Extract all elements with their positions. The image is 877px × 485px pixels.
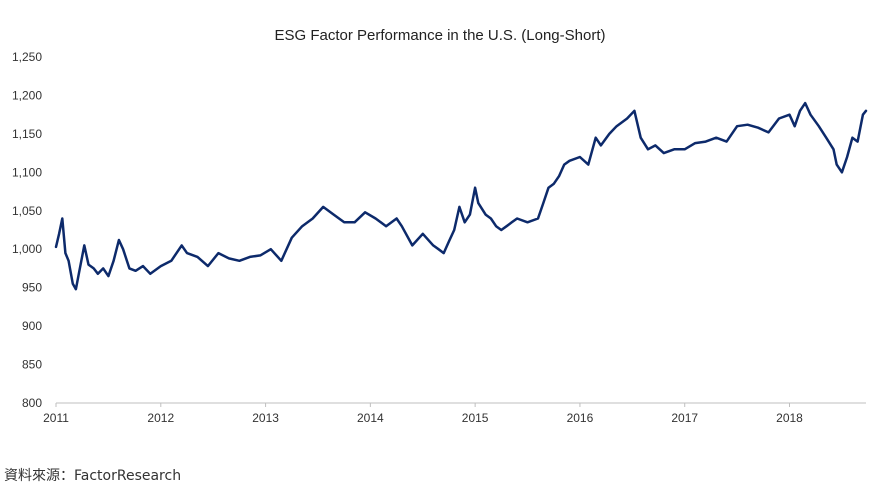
series-line	[54, 101, 868, 291]
x-tick-label: 2018	[776, 411, 803, 425]
x-tick-label: 2011	[43, 411, 69, 425]
y-axis-ticks: 800 850 900 950 1,000 1,050 1,100 1,150 1,200 1,2…	[12, 50, 42, 410]
y-tick-label: 950	[22, 281, 42, 295]
x-tick-label: 2015	[462, 411, 489, 425]
y-tick-label: 850	[22, 358, 42, 372]
y-tick-label: 1,250	[12, 50, 42, 64]
x-tick-label: 2014	[357, 411, 384, 425]
line-chart: ESG Factor Performance in the U.S. (Long…	[12, 27, 868, 425]
x-tick-label: 2017	[671, 411, 698, 425]
x-axis-ticks: 2011 2012 2013 2014 2015 2016 2017 2018	[43, 403, 803, 425]
y-tick-label: 900	[22, 319, 42, 333]
y-tick-label: 1,200	[12, 88, 42, 102]
y-tick-label: 800	[22, 396, 42, 410]
x-tick-label: 2013	[252, 411, 279, 425]
y-tick-label: 1,050	[12, 204, 42, 218]
plot-area	[54, 101, 868, 291]
x-tick-label: 2016	[567, 411, 594, 425]
y-tick-label: 1,000	[12, 242, 42, 256]
y-tick-label: 1,100	[12, 165, 42, 179]
x-tick-label: 2012	[147, 411, 174, 425]
source-caption: 資料來源：FactorResearch	[4, 468, 182, 484]
y-tick-label: 1,150	[12, 127, 42, 141]
chart-title: ESG Factor Performance in the U.S. (Long…	[275, 27, 606, 44]
